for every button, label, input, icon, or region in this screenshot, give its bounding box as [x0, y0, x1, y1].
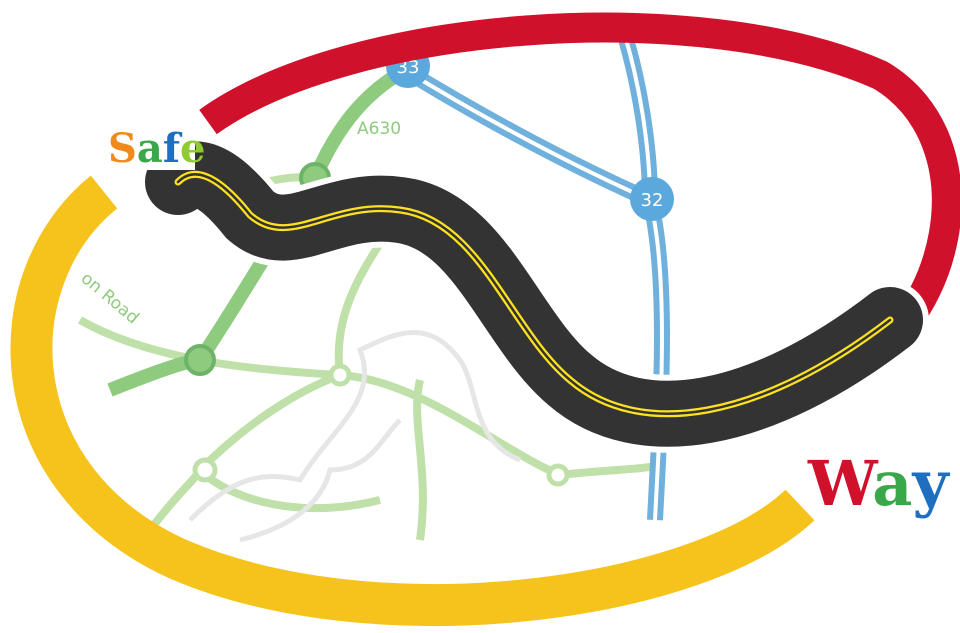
title-backdrop	[100, 110, 195, 170]
letter: S	[108, 125, 137, 172]
letter: y	[911, 447, 950, 520]
letter: f	[163, 125, 183, 172]
red-swoosh	[199, 12, 960, 406]
top-word: Safe	[108, 125, 205, 172]
letter: a	[137, 125, 163, 172]
letter: a	[872, 447, 912, 520]
roundabout	[328, 363, 352, 387]
road	[139, 135, 929, 453]
junction-label: 32	[641, 190, 664, 211]
roundabout	[546, 463, 570, 487]
yellow-swoosh	[10, 175, 815, 627]
streets	[188, 330, 521, 543]
bottom-word: Way	[807, 447, 950, 520]
junction-marker	[630, 177, 674, 221]
letter: W	[807, 447, 879, 520]
roundabout	[184, 344, 216, 376]
roundabout	[192, 457, 218, 483]
road-label: A630	[357, 119, 401, 139]
letter: e	[180, 125, 205, 172]
